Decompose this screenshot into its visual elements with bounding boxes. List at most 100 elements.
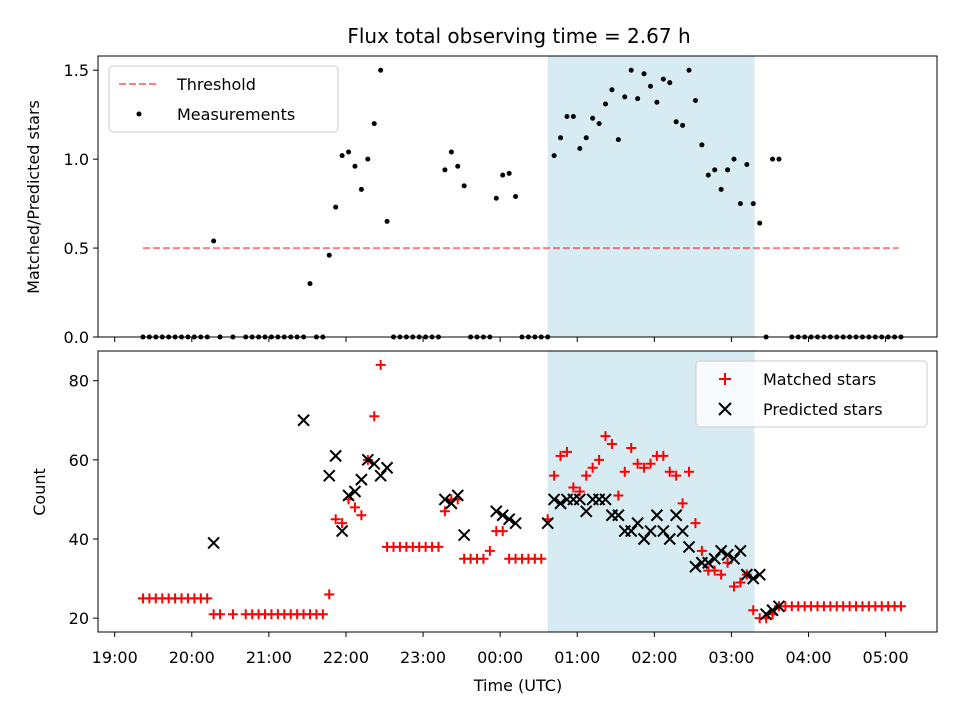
predicted-star-point [445,497,458,510]
y-tick-label: 60 [69,451,89,470]
predicted-star-point [380,461,394,474]
y-tick-label: 1.5 [64,61,89,80]
matched-star-point [555,450,566,461]
measurement-point [551,153,557,159]
matched-star-point [677,498,688,509]
matched-star-point [202,593,213,604]
matched-star-point [549,470,560,481]
predicted-star-point [669,509,683,522]
measurement-point [442,167,448,173]
x-tick-label: 05:00 [863,648,909,667]
matched-star-point [684,466,695,477]
measurement-point [500,172,506,178]
predicted-star-point [599,493,612,506]
bottom-axes-frame [97,350,938,633]
measurement-point [577,145,583,151]
matched-star-point [619,466,630,477]
predicted-star-point [580,505,593,518]
measurement-point [615,137,621,143]
bottom-legend: Matched stars Predicted stars [695,360,928,428]
matched-star-point [349,502,360,513]
predicted-star-point [509,516,522,530]
predicted-star-point [759,607,773,621]
legend-matched-swatch [719,373,731,385]
measurement-point [712,167,718,173]
x-tick-label: 23:00 [400,648,446,667]
top-x-ticks [114,337,887,342]
predicted-star-point [689,560,702,573]
matched-star-point [626,442,637,453]
legend-predicted-label: Predicted stars [763,400,883,419]
matched-star-point [337,518,348,529]
measurement-point [513,194,519,199]
bottom-y-axis-label: Count [30,468,49,516]
measurement-point [339,153,345,159]
bottom-panel: 20 40 60 80 19:00 20:00 21:00 22:00 23:00 00:00 0… [30,350,938,695]
measurement-point [628,67,634,73]
predicted-star-point [753,568,766,581]
predicted-star-point [348,485,362,498]
matched-star-point [639,462,650,473]
measurement-point [718,186,724,192]
measurement-point [609,87,615,93]
predicted-star-point [502,512,516,526]
matched-star-point [581,470,592,481]
measurement-point [776,156,782,162]
measurement-point [326,252,332,258]
x-tick-label: 20:00 [169,648,215,667]
y-tick-label: 0.5 [64,239,89,258]
predicted-star-point [612,509,625,522]
measurement-point [699,142,705,148]
measurement-point [564,113,570,119]
predicted-star-point [457,528,471,542]
measurement-point [660,76,666,82]
predicted-star-point [374,469,387,482]
predicted-star-point [554,497,567,510]
top-axes-frame [97,55,938,338]
matched-star-point [227,609,238,620]
matched-stars-series [137,359,907,624]
measurement-point [603,101,609,107]
measurement-point [686,67,692,73]
predicted-star-point [297,414,310,427]
y-tick-label: 0.0 [64,328,89,347]
matched-star-point [664,466,675,477]
x-tick-label: 03:00 [708,648,754,667]
predicted-star-point [714,544,728,558]
predicted-star-point [740,568,754,581]
matched-star-point [587,462,598,473]
x-tick-label: 00:00 [477,648,523,667]
matched-star-point [658,450,669,461]
predicted-star-point [747,572,760,585]
top-y-axis: 0.0 0.5 1.0 1.5 [64,61,98,347]
measurement-point [737,201,743,207]
predicted-star-point [721,548,734,562]
measurement-point [725,167,731,173]
x-tick-label: 22:00 [323,648,369,667]
matched-star-point [645,458,656,469]
matched-star-point [671,470,682,481]
measurement-point [211,238,217,244]
measurement-point [558,135,564,141]
measurement-point [654,99,660,105]
predicted-star-point [355,473,368,486]
matched-star-point [600,431,611,442]
measurement-point [378,67,384,73]
measurement-point [365,156,371,162]
matched-star-point [497,526,508,537]
matched-star-point [369,411,380,422]
matched-star-point [716,569,727,580]
matched-star-point [632,458,643,469]
measurement-point [307,281,313,287]
measurement-point [744,161,750,167]
bottom-legend-box [695,360,928,428]
bottom-x-axis-label: Time (UTC) [473,676,562,695]
measurement-point [596,121,602,127]
matched-star-point [536,553,547,564]
matched-star-point [594,454,605,465]
matched-star-point [568,482,579,493]
measurement-point [448,149,454,155]
predicted-star-point [496,509,509,522]
matched-star-point [356,510,367,521]
